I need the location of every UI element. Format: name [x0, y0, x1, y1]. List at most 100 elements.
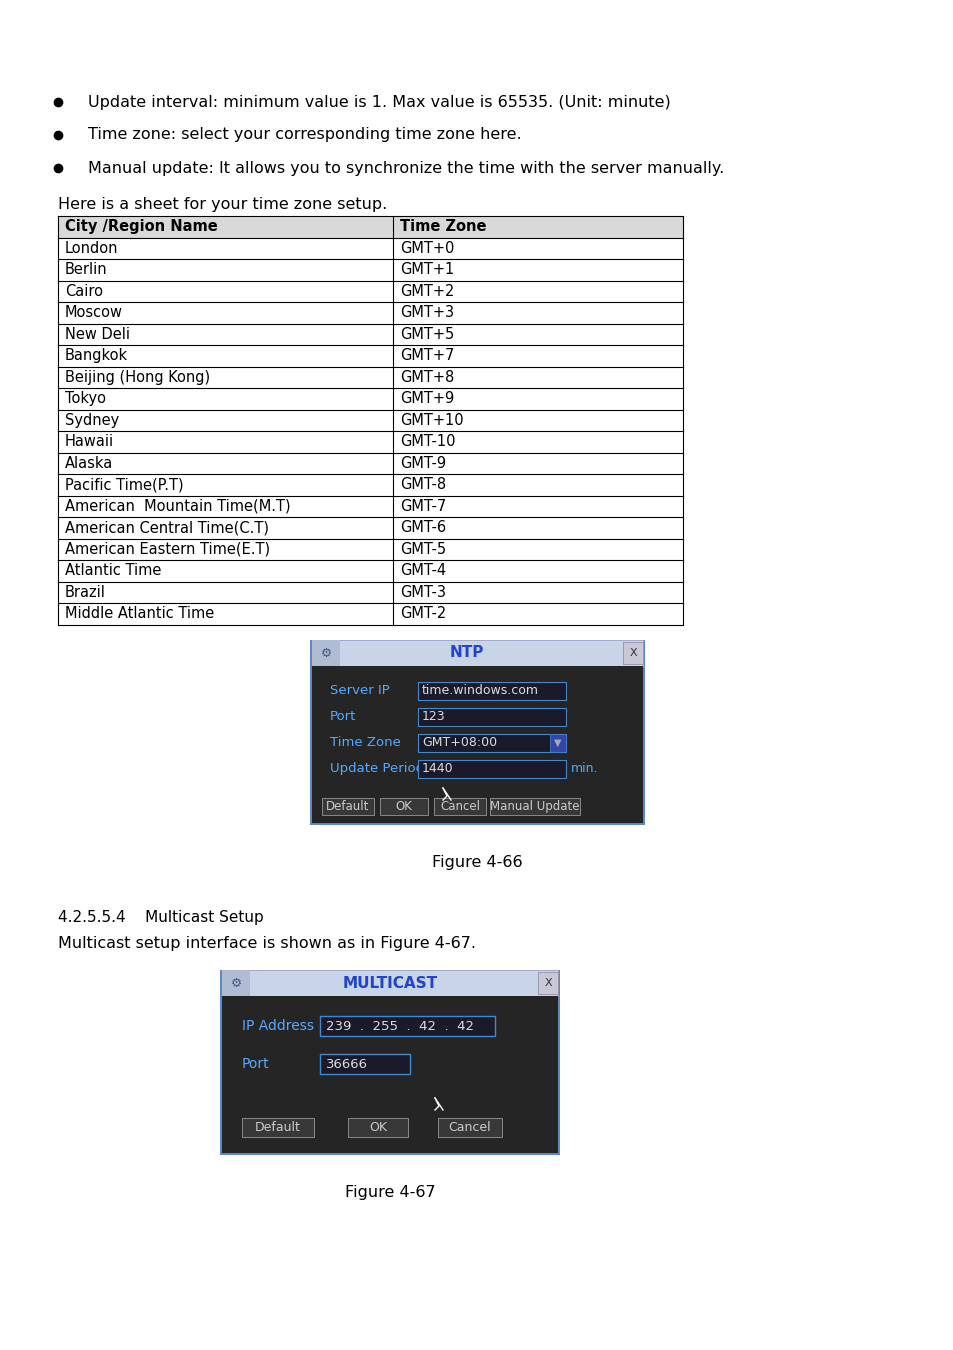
Bar	[58, 517, 682, 539]
Bar	[58, 495, 682, 517]
Text: American  Mountain Time(M.T): American Mountain Time(M.T)	[65, 498, 291, 514]
Bar	[322, 798, 374, 815]
Text: Figure 4-66: Figure 4-66	[432, 855, 521, 869]
Text: GMT-5: GMT-5	[399, 541, 446, 556]
Text: Tokyo: Tokyo	[65, 392, 106, 406]
Text: GMT-2: GMT-2	[399, 606, 446, 621]
Bar	[58, 238, 682, 259]
Text: Multicast setup interface is shown as in Figure 4-67.: Multicast setup interface is shown as in…	[58, 936, 476, 950]
Bar	[58, 366, 682, 387]
Bar	[58, 603, 682, 625]
Bar	[58, 409, 682, 431]
Text: Time zone: select your corresponding time zone here.: Time zone: select your corresponding tim…	[88, 127, 521, 143]
Text: X: X	[543, 977, 551, 988]
Bar	[537, 972, 558, 994]
Text: American Eastern Time(E.T): American Eastern Time(E.T)	[65, 541, 270, 556]
Text: GMT-10: GMT-10	[399, 435, 455, 450]
Text: New Deli: New Deli	[65, 327, 130, 342]
Text: 123: 123	[421, 710, 445, 724]
Bar	[58, 452, 682, 474]
Bar	[222, 971, 558, 996]
Bar	[222, 996, 558, 1153]
Bar	[242, 1118, 314, 1137]
Bar	[222, 971, 250, 996]
Bar	[434, 798, 485, 815]
Text: Alaska: Alaska	[65, 456, 113, 471]
Text: Cancel: Cancel	[448, 1120, 491, 1134]
Bar	[417, 760, 565, 778]
Text: Hawaii: Hawaii	[65, 435, 114, 450]
Text: MULTICAST: MULTICAST	[342, 976, 437, 991]
Bar	[58, 431, 682, 452]
Text: GMT+1: GMT+1	[399, 262, 454, 277]
Bar	[550, 734, 565, 752]
Text: GMT+2: GMT+2	[399, 284, 454, 298]
Text: GMT+3: GMT+3	[399, 305, 454, 320]
Text: Server IP: Server IP	[330, 684, 390, 698]
Text: Cairo: Cairo	[65, 284, 103, 298]
Text: Figure 4-67: Figure 4-67	[344, 1185, 435, 1200]
Text: ⚙: ⚙	[230, 976, 241, 990]
Bar	[622, 643, 642, 664]
Bar	[312, 640, 339, 666]
Bar	[220, 971, 559, 1156]
Text: NTP: NTP	[450, 645, 484, 660]
Bar	[417, 682, 565, 701]
Bar	[58, 302, 682, 324]
Text: GMT+10: GMT+10	[399, 413, 463, 428]
Text: Pacific Time(P.T): Pacific Time(P.T)	[65, 478, 183, 493]
Text: Here is a sheet for your time zone setup.: Here is a sheet for your time zone setup…	[58, 197, 387, 212]
Text: London: London	[65, 240, 118, 255]
Bar	[58, 474, 682, 495]
Text: Middle Atlantic Time: Middle Atlantic Time	[65, 606, 214, 621]
Text: GMT+0: GMT+0	[399, 240, 454, 255]
Bar	[58, 387, 682, 409]
Bar	[490, 798, 579, 815]
Bar	[312, 666, 642, 824]
Text: time.windows.com: time.windows.com	[421, 684, 538, 698]
Text: GMT+9: GMT+9	[399, 392, 454, 406]
Text: 4.2.5.5.4    Multicast Setup: 4.2.5.5.4 Multicast Setup	[58, 910, 263, 925]
Text: Update Period: Update Period	[330, 763, 424, 775]
Text: IP Address: IP Address	[242, 1019, 314, 1033]
Bar	[417, 734, 565, 752]
Text: Sydney: Sydney	[65, 413, 119, 428]
Text: min.: min.	[571, 763, 598, 775]
Text: 36666: 36666	[326, 1057, 368, 1071]
Text: OK: OK	[395, 801, 412, 813]
Text: ▼: ▼	[554, 738, 561, 748]
Text: 1440: 1440	[421, 763, 453, 775]
Text: Default: Default	[254, 1120, 300, 1134]
Text: Manual update: It allows you to synchronize the time with the server manually.: Manual update: It allows you to synchron…	[88, 161, 723, 176]
Bar	[58, 346, 682, 366]
Bar	[58, 216, 682, 238]
Text: GMT-9: GMT-9	[399, 456, 446, 471]
Text: Time Zone: Time Zone	[330, 737, 400, 749]
Text: Brazil: Brazil	[65, 585, 106, 599]
Text: City /Region Name: City /Region Name	[65, 219, 217, 235]
Bar	[310, 640, 644, 825]
Text: Cancel: Cancel	[439, 801, 479, 813]
Bar	[58, 560, 682, 582]
Bar	[58, 539, 682, 560]
Text: Atlantic Time: Atlantic Time	[65, 563, 161, 578]
Bar	[58, 582, 682, 603]
Bar	[437, 1118, 501, 1137]
Bar	[379, 798, 428, 815]
Text: Time Zone: Time Zone	[399, 219, 486, 235]
Bar	[319, 1017, 495, 1035]
Text: 239  .  255  .  42  .  42: 239 . 255 . 42 . 42	[326, 1019, 474, 1033]
Text: GMT-3: GMT-3	[399, 585, 446, 599]
Text: ⚙: ⚙	[320, 647, 332, 660]
Bar	[348, 1118, 408, 1137]
Text: GMT-4: GMT-4	[399, 563, 446, 578]
Bar	[58, 281, 682, 302]
Bar	[58, 324, 682, 346]
Text: GMT+7: GMT+7	[399, 348, 454, 363]
Text: Port: Port	[330, 710, 356, 724]
Bar	[58, 259, 682, 281]
Bar	[417, 707, 565, 726]
Text: GMT+8: GMT+8	[399, 370, 454, 385]
Bar	[312, 640, 642, 666]
Text: GMT-7: GMT-7	[399, 498, 446, 514]
